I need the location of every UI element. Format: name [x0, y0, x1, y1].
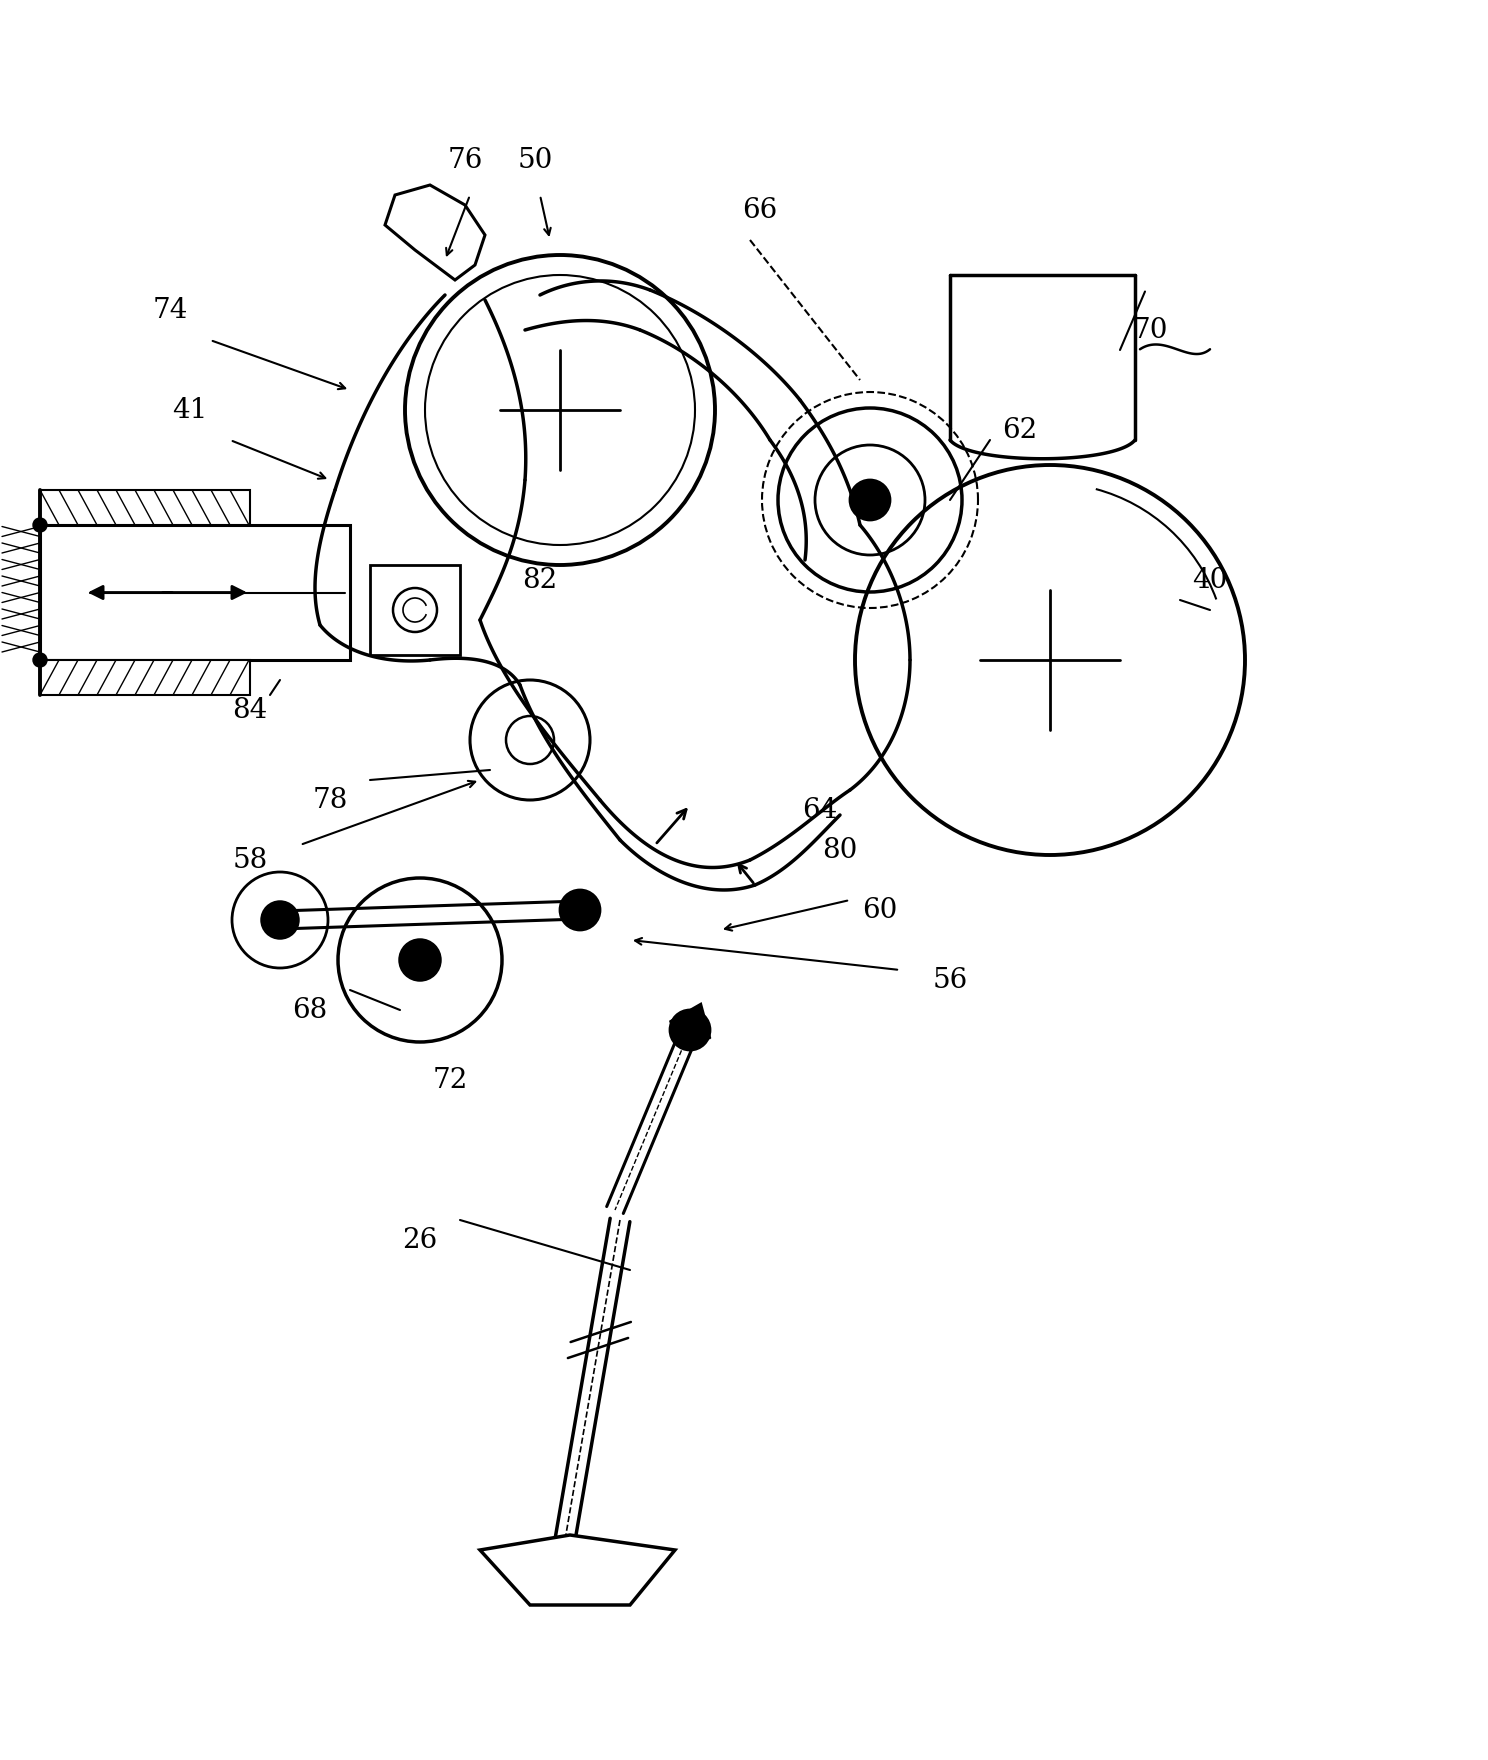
Text: 40: 40 — [1192, 567, 1228, 593]
Text: 50: 50 — [518, 146, 552, 174]
Text: 82: 82 — [522, 567, 558, 593]
Text: 78: 78 — [312, 787, 348, 813]
Circle shape — [33, 517, 48, 532]
Circle shape — [559, 891, 600, 929]
Circle shape — [850, 480, 890, 519]
Circle shape — [262, 901, 298, 938]
Text: 66: 66 — [743, 197, 778, 224]
Text: 58: 58 — [232, 847, 268, 873]
Text: 72: 72 — [433, 1067, 467, 1093]
Bar — [40, 524, 350, 660]
Text: 41: 41 — [173, 396, 208, 424]
Text: 56: 56 — [933, 966, 967, 993]
Polygon shape — [481, 1535, 676, 1605]
Bar — [40, 489, 250, 524]
Text: 84: 84 — [232, 697, 268, 723]
Text: 26: 26 — [402, 1227, 437, 1253]
Text: 70: 70 — [1132, 317, 1168, 343]
Bar — [371, 565, 460, 655]
Bar — [40, 660, 250, 695]
Text: 62: 62 — [1003, 417, 1037, 444]
Text: 60: 60 — [863, 896, 897, 924]
Polygon shape — [670, 1003, 710, 1038]
Polygon shape — [385, 185, 485, 280]
Circle shape — [33, 653, 48, 667]
Circle shape — [670, 1010, 710, 1051]
Text: 68: 68 — [292, 996, 327, 1024]
Text: 80: 80 — [823, 836, 857, 864]
Circle shape — [400, 940, 440, 980]
Text: 74: 74 — [152, 296, 187, 324]
Text: 76: 76 — [448, 146, 482, 174]
Text: 64: 64 — [802, 797, 838, 824]
